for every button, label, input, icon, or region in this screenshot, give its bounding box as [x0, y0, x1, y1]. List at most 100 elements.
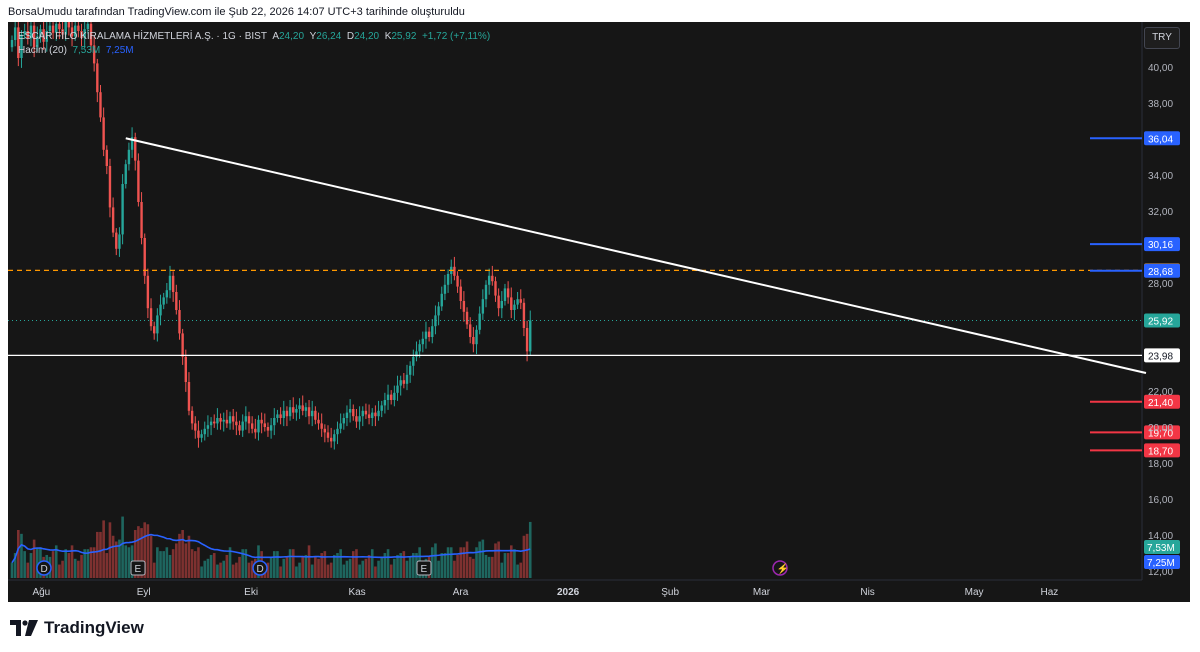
volume-bar [197, 547, 200, 578]
candle-body [323, 428, 327, 433]
volume-bar [58, 564, 61, 578]
chart-area[interactable]: ESCAR FİLO KİRALAMA HİZMETLERİ A.Ş. · 1G… [8, 22, 1190, 602]
candle-body [415, 351, 418, 357]
candle-body [216, 418, 219, 424]
volume-bar [468, 556, 472, 578]
legend-symbol[interactable]: ESCAR FİLO KİRALAMA HİZMETLERİ A.Ş. · 1G… [18, 31, 267, 42]
volume-bar [446, 547, 450, 578]
candle-body [124, 164, 127, 184]
candle-body [257, 419, 260, 433]
volume-bar [272, 551, 276, 578]
volume-bar [285, 556, 289, 578]
candle-body [184, 356, 187, 382]
candle-body [209, 421, 213, 426]
candle-body [194, 423, 197, 431]
volume-bar [206, 558, 210, 578]
legend-volume-label[interactable]: Hacim (20) [18, 45, 67, 56]
candle-body [358, 416, 361, 422]
volume-bar [503, 553, 507, 578]
volume-bar [396, 554, 399, 578]
volume-bar [336, 553, 339, 578]
candle-body [20, 34, 23, 58]
candle-body [396, 385, 399, 393]
level-label-bg [1144, 348, 1180, 363]
candle-body [513, 304, 516, 310]
y-tick-label: 20,00 [1148, 423, 1173, 434]
volume-bar [355, 549, 358, 578]
candle-body [51, 25, 55, 33]
trend-line [125, 137, 1147, 374]
level-label-bg [1144, 131, 1180, 146]
currency-button[interactable]: TRY [1144, 27, 1180, 49]
candle-body [165, 290, 169, 298]
volume-bar [105, 553, 109, 578]
earnings-marker-label: E [421, 564, 428, 575]
legend-high: 26,24 [316, 31, 342, 42]
volume-bar [434, 543, 437, 578]
volume-bar [212, 553, 216, 578]
candle-body [522, 302, 526, 328]
volume-axis-label: 7,25M [1147, 558, 1175, 569]
level-label-bg [1144, 263, 1180, 278]
volume-axis-label-bg [1144, 540, 1180, 554]
candle-body [282, 410, 285, 418]
candle-body [446, 274, 450, 285]
dividend-marker [36, 560, 52, 576]
candle-body [329, 437, 333, 442]
y-tick-label: 34,00 [1148, 171, 1173, 182]
candle-body [386, 394, 390, 400]
volume-bar [478, 541, 481, 578]
volume-bar [291, 549, 295, 578]
volume-bar [67, 553, 71, 578]
candle-body [408, 365, 412, 375]
y-tick-label: 40,00 [1148, 63, 1173, 74]
volume-bar [472, 558, 475, 578]
candle-body [390, 394, 393, 400]
candle-body [393, 392, 396, 400]
candle-body [342, 418, 345, 424]
candle-body [108, 166, 112, 208]
volume-bar [304, 554, 308, 578]
volume-bar [288, 549, 292, 578]
volume-bar [10, 562, 14, 578]
chart-legend: ESCAR FİLO KİRALAMA HİZMETLERİ A.Ş. · 1G… [18, 30, 490, 58]
candle-body [197, 430, 200, 438]
candle-body [61, 29, 64, 35]
volume-bar [399, 553, 402, 578]
candle-body [298, 405, 301, 409]
candle-body [146, 275, 150, 309]
volume-bar [114, 541, 118, 578]
y-tick-label: 22,00 [1148, 387, 1173, 398]
candle-body [17, 27, 20, 58]
candle-body [367, 414, 371, 418]
volume-bar [13, 553, 17, 578]
volume-ma-line [11, 533, 531, 564]
candle-body [200, 434, 203, 438]
candle-body [70, 27, 74, 37]
volume-bar [32, 539, 36, 578]
legend-volume-value: 7,53M [72, 45, 101, 56]
candle-body [64, 22, 67, 35]
candle-body [506, 288, 510, 298]
volume-bar [519, 562, 523, 578]
candle-body [288, 407, 292, 417]
candle-body [371, 412, 374, 418]
candle-body [503, 288, 507, 301]
candle-body [178, 310, 181, 334]
volume-bar [70, 545, 74, 578]
candle-body [465, 311, 469, 325]
volume-bar [165, 547, 169, 578]
volume-bar [51, 551, 55, 578]
volume-bar [307, 545, 311, 578]
candle-body [42, 29, 45, 42]
candle-body [345, 412, 349, 418]
candle-body [67, 22, 71, 28]
volume-bar [83, 549, 86, 578]
candle-body [266, 427, 270, 431]
volume-bar [250, 560, 254, 578]
candle-body [77, 25, 80, 31]
volume-bar [500, 562, 504, 578]
volume-bar [389, 564, 393, 578]
price-chart-svg[interactable]: 36,0430,1628,7028,6825,9223,9821,4019,70… [8, 22, 1190, 602]
volume-bar [440, 553, 444, 578]
